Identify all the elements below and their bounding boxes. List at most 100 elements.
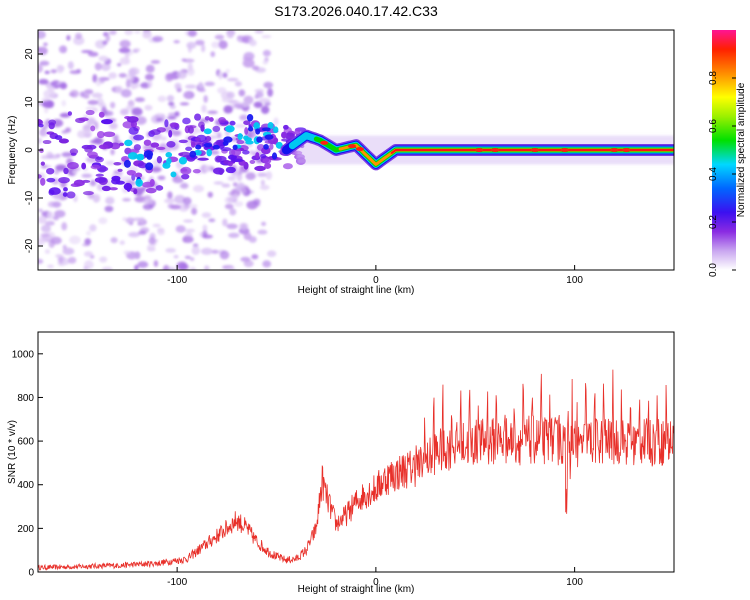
- spectrogram-signal-blob: [85, 109, 95, 116]
- spectrogram-noise-blob: [243, 260, 254, 268]
- spectrogram-noise-blob: [198, 88, 206, 93]
- spectrogram-signal-blob: [84, 146, 94, 153]
- spectrogram-noise-blob: [152, 223, 161, 228]
- spectrogram-noise-blob: [185, 228, 195, 233]
- snr-line: [38, 369, 674, 571]
- spectrogram-noise-blob: [169, 204, 182, 210]
- spectrogram-ridge-blob: [165, 152, 173, 158]
- spectrogram-noise-blob: [174, 111, 180, 117]
- spectrogram-noise-blob: [203, 95, 208, 103]
- spectrogram-noise-blob: [83, 260, 94, 270]
- spectrogram-signal-blob: [284, 132, 295, 140]
- spectrogram-noise-blob: [235, 185, 241, 191]
- spectrogram-signal-blob: [242, 150, 250, 155]
- spectrogram-signal-blob: [38, 123, 44, 128]
- spectrogram-noise-blob: [119, 240, 125, 245]
- spectrogram-noise-blob: [253, 198, 261, 205]
- spectrogram-noise-blob: [128, 68, 137, 77]
- spectrogram-ridge-blob: [263, 144, 269, 150]
- colorbar-label: Normalized spectral amplitude: [736, 82, 747, 217]
- spectrogram-noise-blob: [167, 266, 176, 270]
- spectrogram-ridge-blob: [145, 162, 154, 171]
- spectrogram-noise-blob: [208, 218, 216, 223]
- spectrogram-noise-blob: [96, 97, 104, 106]
- spectrogram-signal-blob: [197, 157, 209, 161]
- spectrogram-noise-blob: [50, 69, 57, 74]
- spectrogram-noise-blob: [38, 31, 45, 39]
- spectrogram-noise-blob: [183, 91, 192, 99]
- spectrogram-noise-blob: [191, 246, 201, 255]
- spectrogram-x-tick-label: 0: [373, 275, 379, 286]
- spectrogram-signal-blob: [128, 127, 139, 135]
- spectrogram-noise-blob: [127, 219, 134, 223]
- spectrogram-noise-blob: [168, 101, 175, 106]
- spectrogram-signal-blob: [255, 152, 260, 159]
- spectrogram-y-tick-label: 10: [24, 96, 35, 108]
- spectrogram-noise-blob: [89, 224, 97, 232]
- colorbar-tick-label: 0.8: [708, 71, 719, 85]
- spectrogram-noise-blob: [83, 251, 93, 257]
- spectrogram-signal-blob: [70, 183, 81, 188]
- spectrogram-noise-blob: [150, 60, 161, 64]
- spectrogram-noise-blob: [81, 173, 93, 178]
- spectrogram-noise-blob: [85, 106, 97, 111]
- spectrogram-ridge-blob: [206, 148, 213, 157]
- spectrogram-noise-blob: [173, 255, 179, 259]
- spectrogram-noise-blob: [227, 175, 236, 181]
- spectrogram-signal-blob: [62, 192, 68, 197]
- spectrogram-noise-blob: [38, 137, 43, 144]
- spectrogram-noise-blob: [105, 196, 115, 205]
- spectrogram-noise-blob: [207, 191, 213, 198]
- spectrogram-noise-blob: [234, 81, 242, 87]
- spectrogram-ridge-blob: [135, 178, 143, 187]
- spectrogram-signal-blob: [82, 191, 94, 196]
- spectrogram-noise-blob: [133, 48, 141, 52]
- spectrogram-noise-blob: [218, 70, 223, 80]
- snr-x-label: Height of straight line (km): [298, 584, 415, 595]
- spectrogram-ridge-blob: [203, 128, 212, 135]
- spectrogram-noise-blob: [261, 35, 272, 39]
- spectrogram-noise-blob: [189, 257, 195, 262]
- colorbar-tick-label: 0.6: [708, 119, 719, 133]
- spectrogram-noise-blob: [183, 219, 194, 223]
- spectrogram-noise-blob: [123, 250, 131, 255]
- spectrogram-noise-blob: [43, 107, 49, 114]
- snr-y-tick-label: 200: [17, 524, 34, 535]
- spectrogram-noise-blob: [266, 250, 277, 258]
- spectrogram-noise-blob: [44, 70, 50, 75]
- spectrogram-noise-blob: [164, 198, 176, 204]
- spectrogram-noise-blob: [232, 182, 238, 187]
- spectrogram-noise-blob: [211, 41, 220, 49]
- spectrogram-noise-blob: [254, 30, 264, 34]
- spectrogram-noise-blob: [148, 237, 156, 245]
- spectrogram-signal-blob: [260, 153, 267, 159]
- spectrogram-noise-blob: [204, 265, 210, 270]
- spectrogram-noise-blob: [184, 255, 191, 259]
- spectrogram-noise-blob: [257, 172, 267, 178]
- spectrogram-noise-blob: [76, 68, 82, 73]
- spectrogram-noise-blob: [152, 35, 164, 42]
- spectrogram-ridge-peak: [560, 148, 569, 152]
- spectrogram-noise-blob: [67, 61, 74, 70]
- spectrogram-signal-blob: [48, 189, 55, 196]
- spectrogram-signal-blob: [38, 174, 42, 179]
- spectrogram-noise-blob: [68, 92, 76, 97]
- spectrogram-signal-blob: [178, 139, 188, 144]
- spectrogram-noise-blob: [178, 203, 189, 212]
- spectrogram-noise-blob: [61, 100, 67, 107]
- spectrogram-noise-blob: [131, 84, 136, 90]
- spectrogram-signal-blob: [101, 118, 113, 125]
- spectrogram-noise-blob: [56, 64, 64, 74]
- spectrogram-noise-blob: [260, 179, 265, 186]
- spectrogram-signal-blob: [281, 138, 290, 142]
- spectrogram-noise-blob: [242, 56, 254, 61]
- spectrogram-noise-blob: [69, 235, 81, 245]
- spectrogram-noise-blob: [107, 110, 114, 117]
- spectrogram-noise-blob: [89, 179, 97, 187]
- spectrogram-noise-blob: [122, 217, 127, 221]
- snr-x-ticks: -100 0 100: [167, 567, 583, 588]
- spectrogram-signal-blob: [123, 182, 133, 191]
- snr-y-ticks: 0 200 400 600 800 1000: [12, 349, 43, 579]
- spectrogram-noise-blob: [61, 151, 72, 158]
- snr-y-label: SNR (10 * v/v): [7, 420, 18, 484]
